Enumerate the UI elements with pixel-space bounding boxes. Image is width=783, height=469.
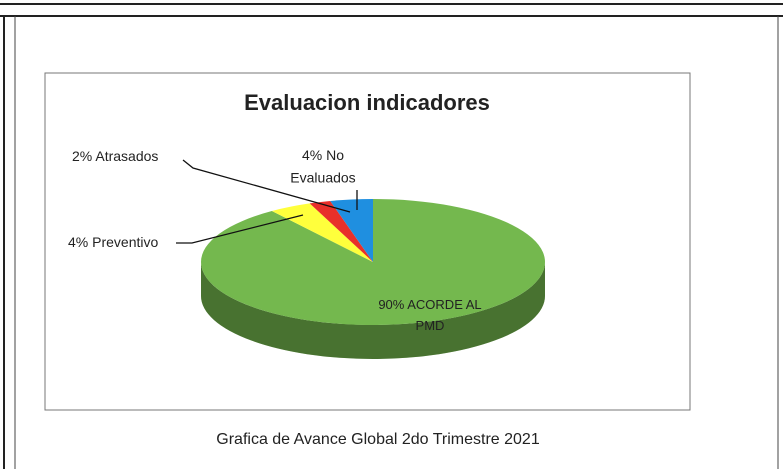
data-label-value: 2% bbox=[72, 148, 92, 164]
data-label-value: 4% bbox=[302, 147, 322, 163]
caption: Grafica de Avance Global 2do Trimestre 2… bbox=[216, 431, 540, 448]
data-label: 4% Preventivo bbox=[68, 234, 158, 250]
data-label-value: 90% bbox=[378, 297, 404, 312]
data-label-category: Preventivo bbox=[92, 234, 158, 250]
chart-frame bbox=[44, 72, 691, 411]
data-label: 4% No Evaluados bbox=[290, 147, 355, 185]
pie-slice bbox=[271, 203, 373, 262]
data-label: 90% ACORDE AL PMD bbox=[378, 297, 481, 333]
leader-line bbox=[182, 159, 351, 213]
pie-side bbox=[201, 262, 545, 359]
data-label-category: No bbox=[326, 147, 344, 163]
pie-slice bbox=[309, 200, 373, 262]
data-label-category: ACORDE AL bbox=[407, 297, 481, 312]
data-label-category-cont: Evaluados bbox=[290, 169, 355, 185]
leader-line bbox=[176, 214, 304, 244]
data-label-category: Atrasados bbox=[95, 148, 158, 164]
data-label-category-cont: PMD bbox=[416, 318, 445, 333]
pie-slice bbox=[201, 199, 546, 325]
data-label: 2% Atrasados bbox=[72, 148, 158, 164]
chart-title: Evaluacion indicadores bbox=[244, 90, 490, 115]
pie-slice bbox=[330, 199, 373, 262]
data-label-value: 4% bbox=[68, 234, 88, 250]
pie-side-shade bbox=[201, 262, 545, 359]
